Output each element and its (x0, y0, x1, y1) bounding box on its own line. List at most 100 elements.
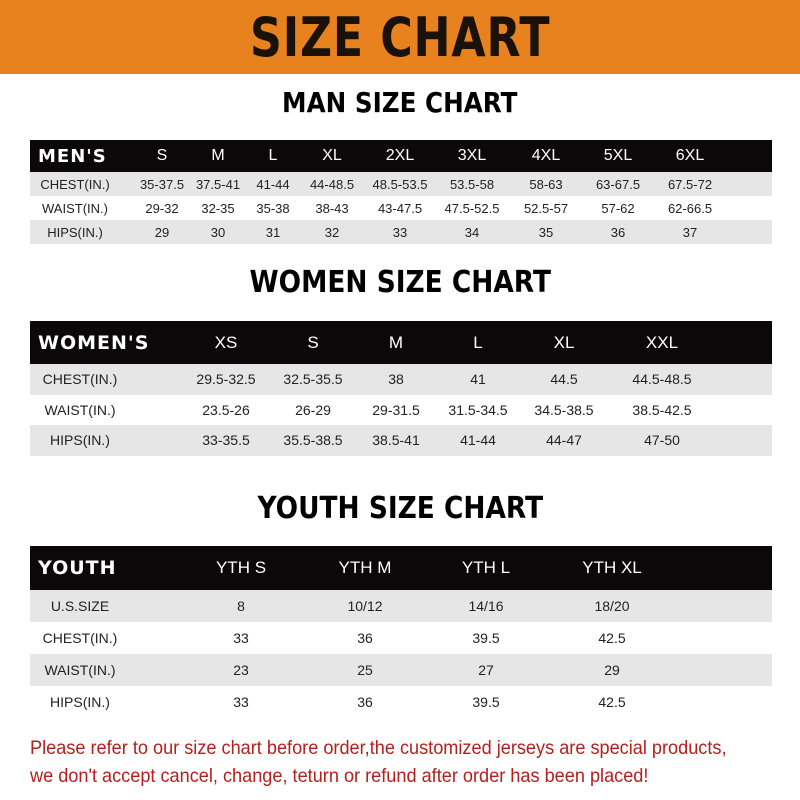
size-value-cell: 67.5-72 (667, 176, 713, 192)
size-value-cell: 44-48.5 (309, 176, 355, 192)
size-header-cell: L (473, 332, 483, 352)
footer-line-2: we don't accept cancel, change, teturn o… (30, 765, 649, 787)
measurement-label: CHEST(IN.) (42, 630, 118, 646)
size-value-cell: 44-47 (546, 432, 582, 449)
size-value-cell: 29-32 (145, 200, 179, 216)
measurement-label: HIPS(IN.) (47, 224, 103, 240)
size-header-cell: XL (553, 332, 575, 352)
size-header-cell: M (388, 332, 404, 352)
table-header: WOMEN'S XS S M L XL XXL (30, 321, 772, 364)
size-header-cell: S (156, 147, 168, 164)
size-value-cell: 32.5-35.5 (283, 371, 343, 388)
size-value-cell: 29.5-32.5 (196, 371, 256, 388)
size-value-cell: 26-29 (295, 401, 331, 418)
measurement-label: U.S.SIZE (50, 598, 110, 614)
size-value-cell: 18/20 (594, 598, 630, 614)
women-title-text: WOMEN SIZE CHART (249, 265, 551, 300)
size-header-cell: S (307, 332, 319, 352)
banner-title: SIZE CHART (249, 5, 551, 69)
table-row: CHEST(IN.) 33 36 39.5 42.5 (30, 622, 772, 654)
size-value-cell: 44.5 (550, 371, 578, 388)
size-header-cell: XS (214, 332, 238, 352)
size-value-cell: 31.5-34.5 (448, 401, 508, 418)
size-value-cell: 8 (237, 598, 245, 614)
size-value-cell: 36 (610, 224, 626, 240)
women-title: WOMEN SIZE CHART (0, 265, 800, 300)
size-value-cell: 42.5 (598, 630, 626, 646)
size-header-cell: 3XL (457, 147, 487, 164)
size-value-cell: 35.5-38.5 (283, 432, 343, 449)
size-value-cell: 37 (682, 224, 698, 240)
size-value-cell: 43-47.5 (377, 200, 423, 216)
size-header-cell: 2XL (385, 147, 415, 164)
size-value-cell: 33-35.5 (202, 432, 250, 449)
table-row: CHEST(IN.) 29.5-32.5 32.5-35.5 38 41 44.5 44.5… (30, 364, 772, 395)
table-row: CHEST(IN.) 35-37.5 37.5-41 41-44 44-48.5 48.5… (30, 172, 772, 196)
size-header-cell: YTH M (338, 558, 392, 577)
measurement-label: CHEST(IN.) (42, 371, 118, 388)
size-value-cell: 36 (357, 694, 373, 710)
table-title-cell: MEN'S (38, 145, 107, 167)
size-header-cell: 5XL (603, 147, 633, 164)
size-value-cell: 31 (265, 224, 281, 240)
measurement-label: HIPS(IN.) (50, 694, 110, 710)
size-value-cell: 23 (233, 662, 249, 678)
table-row: WAIST(IN.) 23 25 27 29 (30, 654, 772, 686)
size-value-cell: 41-44 (256, 176, 290, 192)
size-header-cell: 4XL (531, 147, 561, 164)
size-value-cell: 47-50 (644, 432, 680, 449)
size-value-cell: 29 (604, 662, 620, 678)
size-value-cell: 36 (357, 630, 373, 646)
size-value-cell: 25 (357, 662, 373, 678)
size-value-cell: 44.5-48.5 (632, 371, 692, 388)
size-value-cell: 63-67.5 (595, 176, 641, 192)
size-value-cell: 29-31.5 (372, 401, 420, 418)
size-value-cell: 35-37.5 (139, 176, 185, 192)
measurement-label: HIPS(IN.) (50, 432, 110, 449)
size-value-cell: 41 (470, 371, 486, 388)
size-value-cell: 39.5 (472, 630, 500, 646)
banner: SIZE CHART (0, 0, 800, 74)
table-header: YOUTH YTH S YTH M YTH L YTH XL (30, 546, 772, 590)
table-row: HIPS(IN.) 33-35.5 35.5-38.5 38.5-41 41-44 44-… (30, 425, 772, 456)
women-size-table: WOMEN'S XS S M L XL XXL CHEST(IN.) 29.5-32.5 32.5… (30, 321, 772, 456)
measurement-label: WAIST(IN.) (44, 662, 116, 678)
measurement-label: WAIST(IN.) (44, 401, 116, 418)
size-header-cell: 6XL (675, 147, 705, 164)
size-value-cell: 23.5-26 (202, 401, 250, 418)
table-header: MEN'S S M L XL 2XL 3XL 4XL 5XL 6XL (30, 140, 772, 172)
footer-notice: Please refer to our size chart before or… (30, 734, 790, 790)
size-value-cell: 10/12 (347, 598, 383, 614)
size-value-cell: 33 (392, 224, 408, 240)
size-value-cell: 52.5-57 (523, 200, 569, 216)
size-value-cell: 29 (154, 224, 170, 240)
youth-title: YOUTH SIZE CHART (0, 491, 800, 526)
size-value-cell: 33 (233, 630, 249, 646)
men-title-text: MAN SIZE CHART (282, 86, 518, 119)
size-value-cell: 42.5 (598, 694, 626, 710)
size-header-cell: YTH L (461, 558, 511, 577)
size-value-cell: 47.5-52.5 (444, 200, 500, 216)
size-header-cell: XXL (645, 332, 679, 352)
size-value-cell: 38.5-42.5 (632, 401, 692, 418)
size-header-cell: YTH S (215, 558, 267, 577)
size-value-cell: 32 (324, 224, 340, 240)
table-title-cell: YOUTH (38, 557, 117, 579)
size-header-cell: YTH XL (582, 558, 642, 577)
size-value-cell: 27 (478, 662, 494, 678)
table-row: WAIST(IN.) 29-32 32-35 35-38 38-43 43-47.5 47.… (30, 196, 772, 220)
size-value-cell: 41-44 (460, 432, 496, 449)
footer-line-1: Please refer to our size chart before or… (30, 737, 727, 759)
size-header-cell: L (268, 147, 278, 164)
table-title-cell: WOMEN'S (38, 331, 150, 354)
size-value-cell: 57-62 (601, 200, 635, 216)
youth-title-text: YOUTH SIZE CHART (257, 491, 543, 526)
size-value-cell: 48.5-53.5 (372, 176, 428, 192)
men-size-table: MEN'S S M L XL 2XL 3XL 4XL 5XL 6XL CHEST(IN.) 35-37… (30, 140, 772, 244)
measurement-label: WAIST(IN.) (42, 200, 108, 216)
size-value-cell: 53.5-58 (449, 176, 495, 192)
size-value-cell: 33 (233, 694, 249, 710)
size-value-cell: 35 (538, 224, 554, 240)
measurement-label: CHEST(IN.) (40, 176, 110, 192)
size-value-cell: 34.5-38.5 (534, 401, 594, 418)
